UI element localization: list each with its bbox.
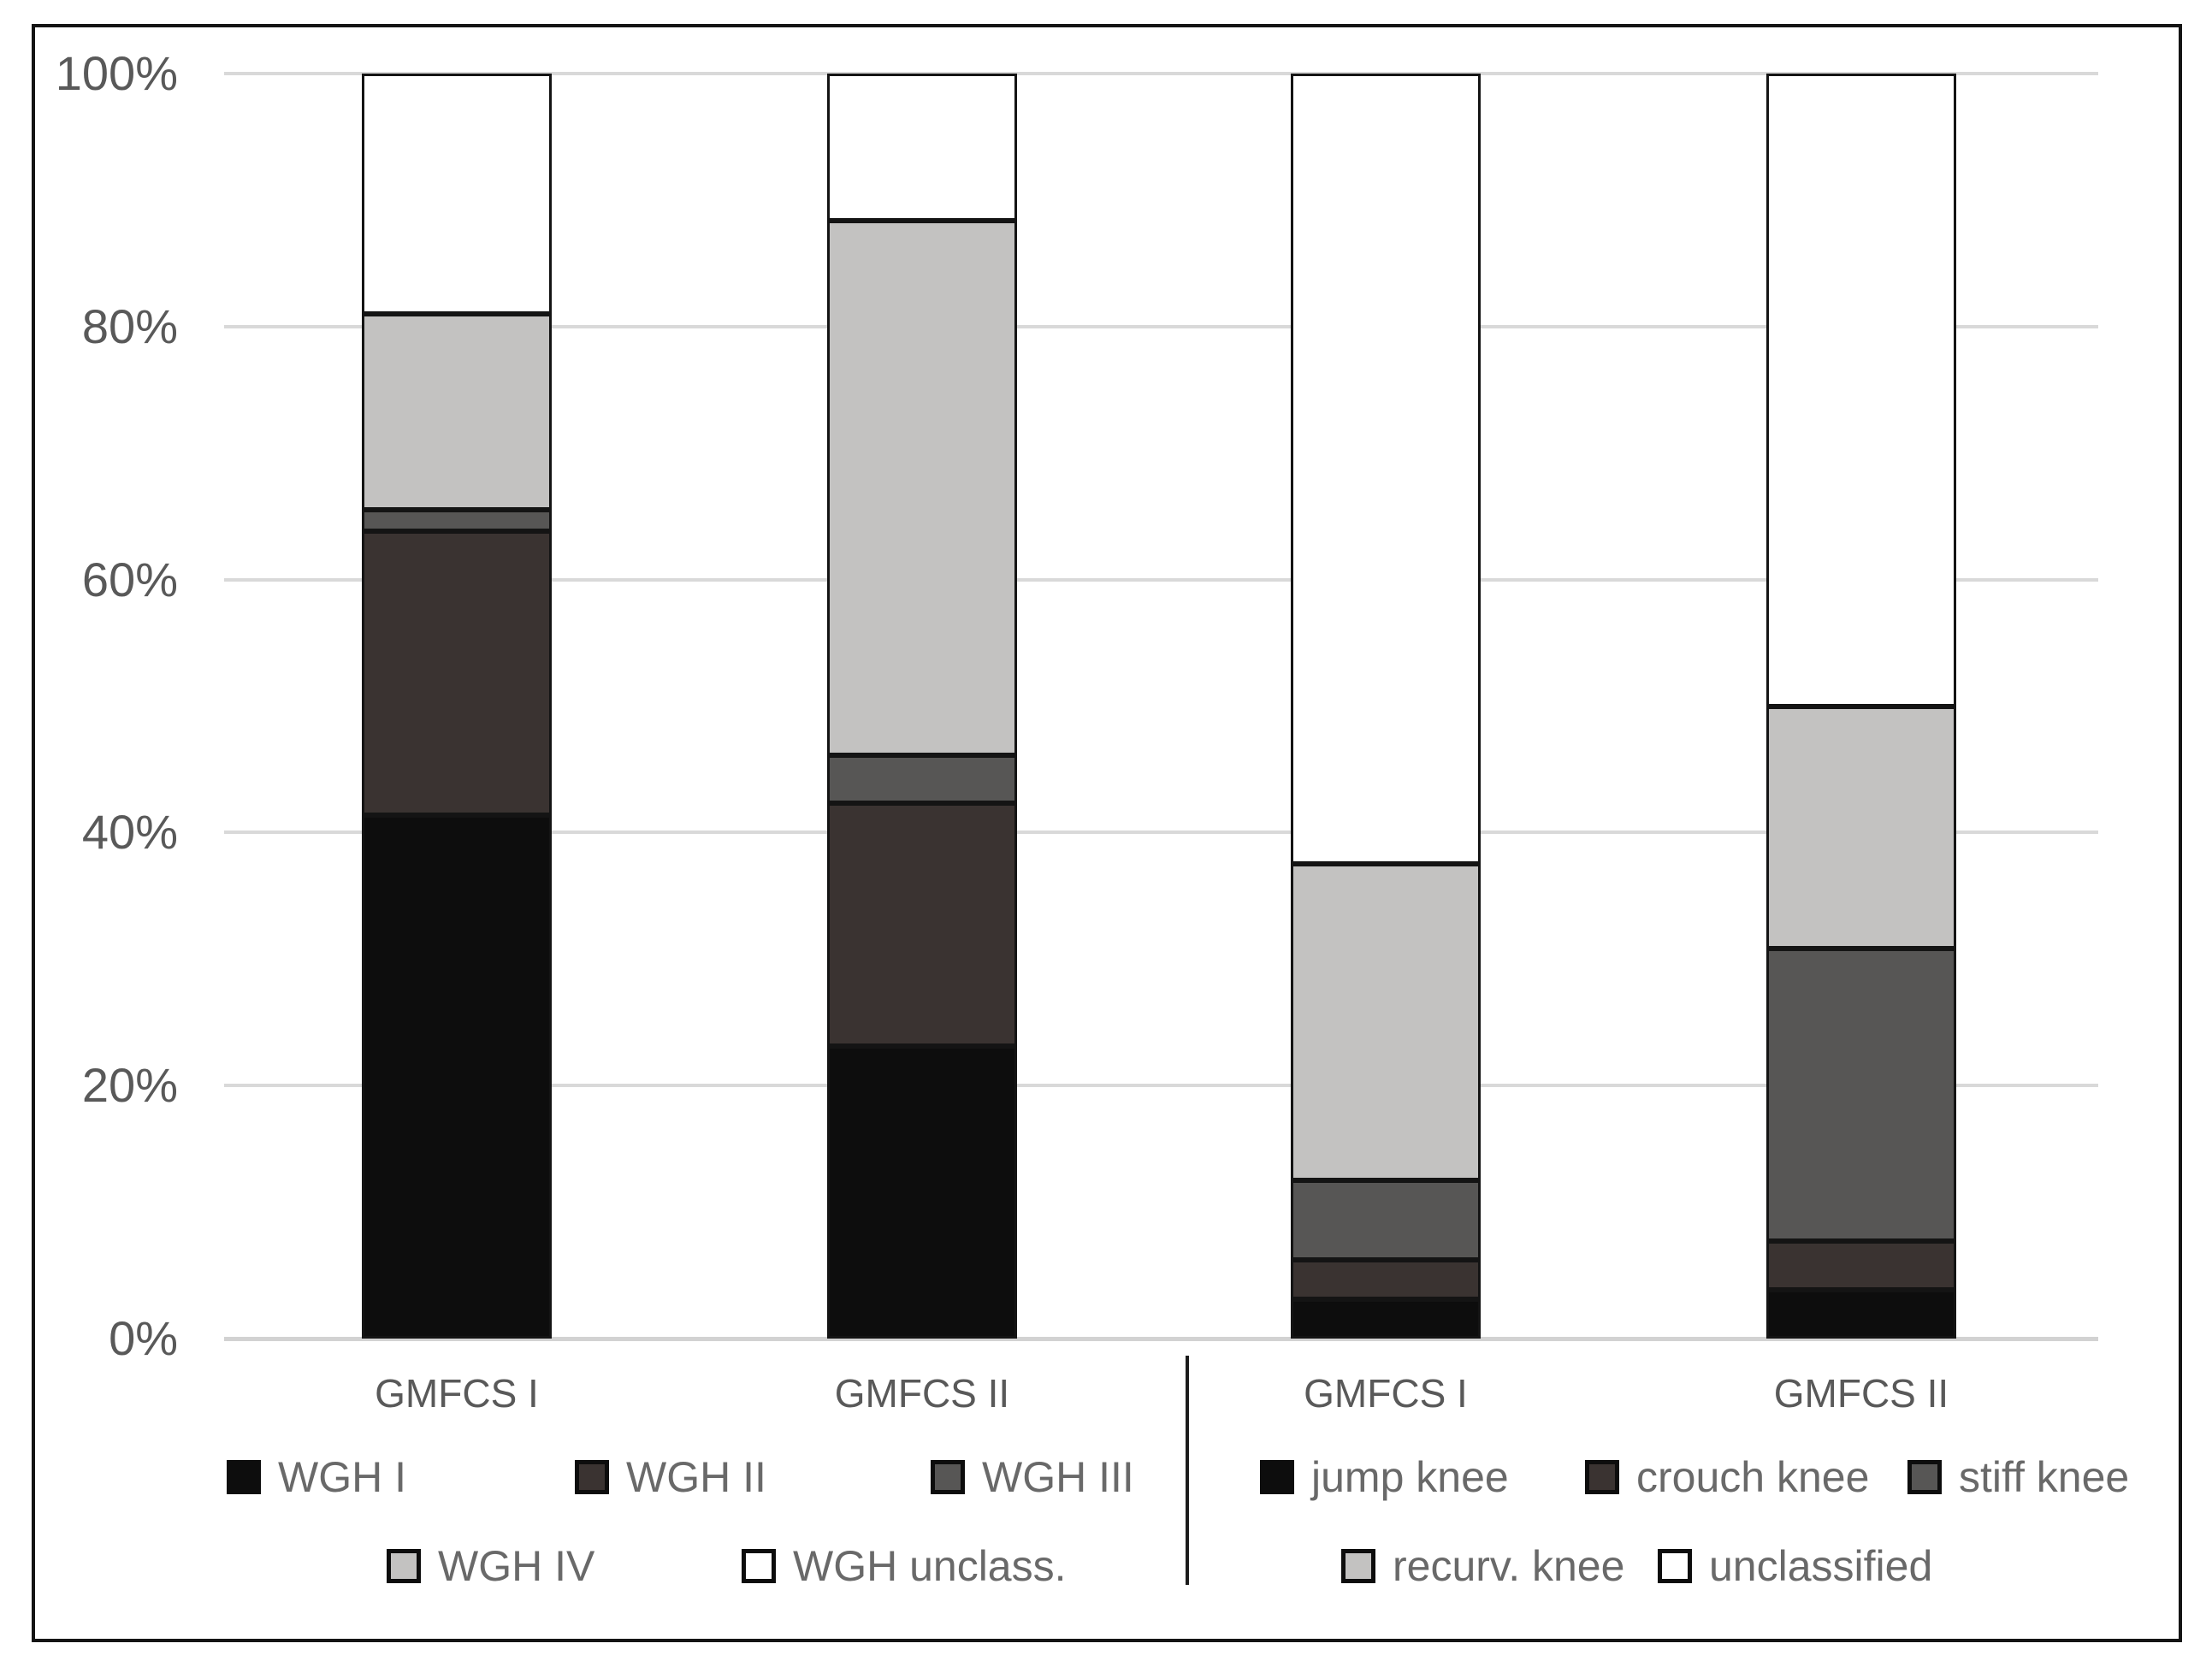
x-category-label-0: GMFCS I [375,1371,539,1416]
segment-jump-knee [1291,1299,1481,1339]
segment-wgh-ii [362,531,552,815]
legend-item-recurv-knee: recurv. knee [1341,1545,1624,1587]
segment-crouch-knee [1291,1260,1481,1300]
segment-wgh-iv [827,220,1017,756]
legend-swatch-wgh-i [227,1460,261,1494]
segment-stiff-knee [1766,949,1956,1242]
legend-item-jump-knee: jump knee [1260,1456,1509,1499]
legend-swatch-jump-knee [1260,1460,1294,1494]
legend-item-unclassified: unclassified [1658,1545,1932,1587]
segment-wgh-unclass [362,74,552,315]
legend-item-crouch-knee: crouch knee [1585,1456,1869,1499]
y-tick-label-0: 0% [109,1311,178,1365]
segment-wgh-unclass [827,74,1017,221]
bar-wgh-classification-gmfcs-ii [827,74,1017,1339]
legend-label-crouch-knee: crouch knee [1636,1453,1870,1501]
legend-label-wgh-unclass: WGH unclass. [793,1542,1067,1590]
legend-label-wgh-iii: WGH III [982,1453,1134,1501]
bar-knee-gait-pattern-gmfcs-i [1291,74,1481,1339]
legend-label-wgh-iv: WGH IV [438,1542,595,1590]
segment-wgh-iii [827,755,1017,804]
legend-label-stiff-knee: stiff knee [1959,1453,2130,1501]
group-divider-line [1186,1356,1189,1585]
legend-item-wgh-iii: WGH III [931,1456,1134,1499]
legend-label-jump-knee: jump knee [1311,1453,1509,1501]
gridline-100 [224,72,2098,75]
legend-label-wgh-i: WGH I [278,1453,406,1501]
y-tick-label-20: 20% [81,1058,178,1113]
segment-wgh-iv [362,314,552,511]
legend-item-wgh-iv: WGH IV [387,1545,594,1587]
x-axis-baseline [224,1337,2098,1341]
legend-swatch-wgh-unclass [742,1549,776,1583]
x-category-label-3: GMFCS II [1773,1371,1949,1416]
gridline-60 [224,577,2098,582]
legend-label-unclassified: unclassified [1709,1542,1933,1590]
legend-swatch-crouch-knee [1585,1460,1619,1494]
legend-swatch-wgh-iii [931,1460,965,1494]
segment-wgh-i [362,814,552,1339]
gridline-20 [224,1084,2098,1088]
bar-knee-gait-pattern-gmfcs-ii [1766,74,1956,1339]
legend-swatch-wgh-iv [387,1549,421,1583]
legend-item-wgh-ii: WGH II [575,1456,766,1499]
gridline-40 [224,831,2098,835]
legend-swatch-unclassified [1658,1549,1692,1583]
segment-unclassified [1766,74,1956,706]
segment-wgh-ii [827,803,1017,1047]
segment-wgh-iii [362,510,552,532]
y-tick-label-100: 100% [55,46,178,100]
segment-unclassified [1291,74,1481,865]
gridline-80 [224,324,2098,328]
legend-item-wgh-unclass: WGH unclass. [742,1545,1067,1587]
segment-recurv-knee [1766,706,1956,949]
y-tick-label-40: 40% [81,805,178,860]
segment-jump-knee [1766,1290,1956,1339]
segment-wgh-i [827,1046,1017,1339]
legend-swatch-stiff-knee [1907,1460,1942,1494]
legend-swatch-wgh-ii [575,1460,609,1494]
segment-crouch-knee [1766,1241,1956,1291]
y-tick-label-60: 60% [81,552,178,606]
legend-item-stiff-knee: stiff knee [1907,1456,2129,1499]
legend-swatch-recurv-knee [1341,1549,1375,1583]
segment-recurv-knee [1291,864,1481,1181]
legend-item-wgh-i: WGH I [227,1456,406,1499]
legend-label-wgh-ii: WGH II [626,1453,766,1501]
segment-stiff-knee [1291,1180,1481,1261]
x-category-label-1: GMFCS II [834,1371,1010,1416]
legend-label-recurv-knee: recurv. knee [1393,1542,1625,1590]
bar-wgh-classification-gmfcs-i [362,74,552,1339]
y-tick-label-80: 80% [81,299,178,353]
x-category-label-2: GMFCS I [1304,1371,1468,1416]
